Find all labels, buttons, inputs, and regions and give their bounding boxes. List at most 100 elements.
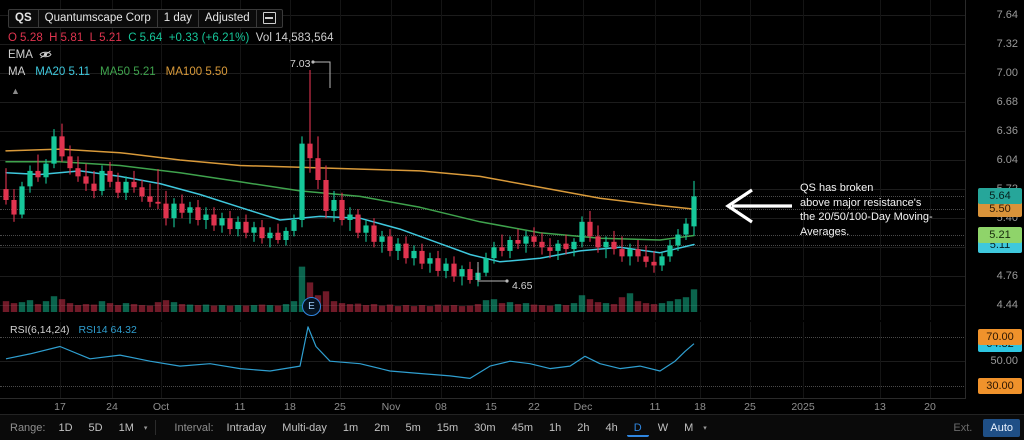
- candlestick: [379, 230, 385, 253]
- ma100-entry[interactable]: MA100 5.50: [166, 66, 228, 78]
- volume-bar: [690, 289, 698, 312]
- axis-mode-ext[interactable]: Ext.: [953, 421, 973, 434]
- volume-bar: [90, 304, 98, 312]
- interval-button-w[interactable]: W: [657, 421, 669, 434]
- interval-button-4h[interactable]: 4h: [605, 421, 618, 434]
- rsi-level-line: [0, 385, 966, 387]
- ma50-badge[interactable]: 5.21: [978, 227, 1022, 244]
- range-button-group[interactable]: 1D 5D 1M: [50, 415, 141, 440]
- vertical-gridline: [161, 0, 162, 320]
- volume-bar: [610, 304, 618, 312]
- candlestick: [603, 236, 609, 259]
- date-axis-label: 22: [528, 401, 540, 413]
- ticker-label[interactable]: QS: [9, 9, 39, 27]
- range-button-5d[interactable]: 5D: [88, 421, 103, 434]
- volume-bar: [114, 305, 122, 312]
- interval-button-m[interactable]: M: [684, 421, 694, 434]
- rsi-legend[interactable]: RSI(6,14,24) RSI14 64.32: [10, 324, 137, 336]
- vertical-gridline: [112, 0, 113, 320]
- interval-button-15m[interactable]: 15m: [436, 421, 459, 434]
- symbol-toolbar[interactable]: QS Quantumscape Corp 1 day Adjusted: [8, 8, 283, 28]
- range-caret-icon[interactable]: ▾: [143, 424, 148, 432]
- interval-button-5m[interactable]: 5m: [405, 421, 421, 434]
- volume-bar: [298, 266, 306, 312]
- volume-bar: [234, 305, 242, 312]
- bottom-toolbar[interactable]: Range: 1D 5D 1M ▾ Interval: Intraday Multi-…: [0, 414, 1024, 440]
- date-axis[interactable]: 17 24 Oct 11 18 25 Nov 08 15 22 Dec 11 18 25 2025 13 20: [0, 398, 966, 416]
- candlestick: [435, 250, 441, 277]
- volume-bar: [410, 306, 418, 312]
- price-axis[interactable]: 7.647.327.006.686.366.045.725.405.084.76…: [965, 0, 1024, 398]
- collapse-caret-icon[interactable]: ▲: [11, 86, 20, 96]
- ma50-entry[interactable]: MA50 5.21: [100, 66, 156, 78]
- gridline: [0, 218, 966, 220]
- interval-button-1h[interactable]: 1h: [548, 421, 562, 434]
- volume-bar: [386, 304, 394, 312]
- vertical-gridline: [112, 322, 113, 398]
- interval-selector[interactable]: 1 day: [158, 9, 199, 27]
- interval-button-2h[interactable]: 2h: [577, 421, 590, 434]
- axis-mode-auto[interactable]: Auto: [983, 418, 1020, 437]
- volume-bar: [290, 301, 298, 312]
- candlestick: [539, 232, 545, 255]
- eye-hidden-icon[interactable]: [39, 50, 52, 59]
- volume-bar: [34, 304, 42, 312]
- chart-menu-button[interactable]: [257, 10, 282, 27]
- volume-bar: [42, 301, 50, 312]
- vertical-gridline: [60, 322, 61, 398]
- interval-button-1m[interactable]: 1m: [342, 421, 359, 434]
- price-level-line: [0, 209, 966, 211]
- annotation-line-2: above major resistance's: [800, 196, 922, 209]
- candlestick: [115, 172, 121, 199]
- candlestick: [459, 265, 465, 286]
- interval-button-45m[interactable]: 45m: [511, 421, 533, 434]
- candlestick: [611, 230, 617, 255]
- vertical-gridline: [803, 322, 804, 398]
- volume-bar: [346, 304, 354, 312]
- candlestick: [203, 207, 209, 230]
- rsi-axis-label: 50.00: [990, 355, 1018, 368]
- vertical-gridline: [441, 0, 442, 320]
- ma-indicator-row[interactable]: MA MA20 5.11 MA50 5.21 MA100 5.50: [8, 66, 337, 78]
- vertical-gridline: [750, 322, 751, 398]
- interval-button-d[interactable]: D: [626, 419, 649, 437]
- range-button-1d[interactable]: 1D: [58, 421, 73, 434]
- interval-button-group[interactable]: 1m 2m 5m 15m 30m 45m 1h 2h 4h D W M: [335, 415, 701, 440]
- rsi-badge[interactable]: 30.00: [978, 377, 1022, 394]
- interval-caret-icon[interactable]: ▾: [703, 424, 707, 432]
- volume-bar: [74, 305, 82, 312]
- last-price-badge[interactable]: 5.64: [978, 188, 1022, 205]
- ma20-entry[interactable]: MA20 5.11: [35, 66, 90, 78]
- date-axis-label: 08: [435, 401, 447, 413]
- volume-bar: [194, 305, 202, 312]
- adjusted-selector[interactable]: Adjusted: [199, 9, 257, 27]
- axis-mode-buttons[interactable]: Ext. Auto: [946, 415, 1024, 440]
- candlestick: [35, 154, 41, 182]
- rsi-pane[interactable]: [0, 322, 966, 398]
- vertical-gridline: [391, 322, 392, 398]
- interval-group-intraday[interactable]: Intraday: [226, 421, 267, 434]
- company-name-label[interactable]: Quantumscape Corp: [39, 9, 158, 27]
- volume-bar: [434, 304, 442, 312]
- ema-indicator-row[interactable]: EMA: [8, 49, 337, 61]
- rsi-badge[interactable]: 70.00: [978, 328, 1022, 345]
- range-button-1m[interactable]: 1M: [118, 421, 134, 434]
- candlestick: [451, 256, 457, 282]
- annotation-line-3: the 20/50/100-Day Moving-: [800, 211, 933, 223]
- interval-button-30m[interactable]: 30m: [474, 421, 496, 434]
- vertical-gridline: [161, 322, 162, 398]
- gridline: [0, 130, 966, 132]
- volume-bar: [378, 305, 386, 312]
- volume-bar: [458, 306, 466, 312]
- price-pane[interactable]: E 7.03 4.65: [0, 0, 966, 320]
- candlestick: [131, 170, 137, 193]
- vertical-gridline: [491, 322, 492, 398]
- earnings-marker[interactable]: E: [302, 297, 321, 316]
- interval-group-buttons[interactable]: Intraday Multi-day: [219, 415, 335, 440]
- date-axis-label: Oct: [152, 401, 170, 413]
- candlestick: [371, 218, 377, 248]
- interval-button-2m[interactable]: 2m: [374, 421, 390, 434]
- interval-group-multi-day[interactable]: Multi-day: [282, 421, 327, 434]
- ma100-badge[interactable]: 5.50: [978, 201, 1022, 218]
- volume-bar: [98, 301, 106, 312]
